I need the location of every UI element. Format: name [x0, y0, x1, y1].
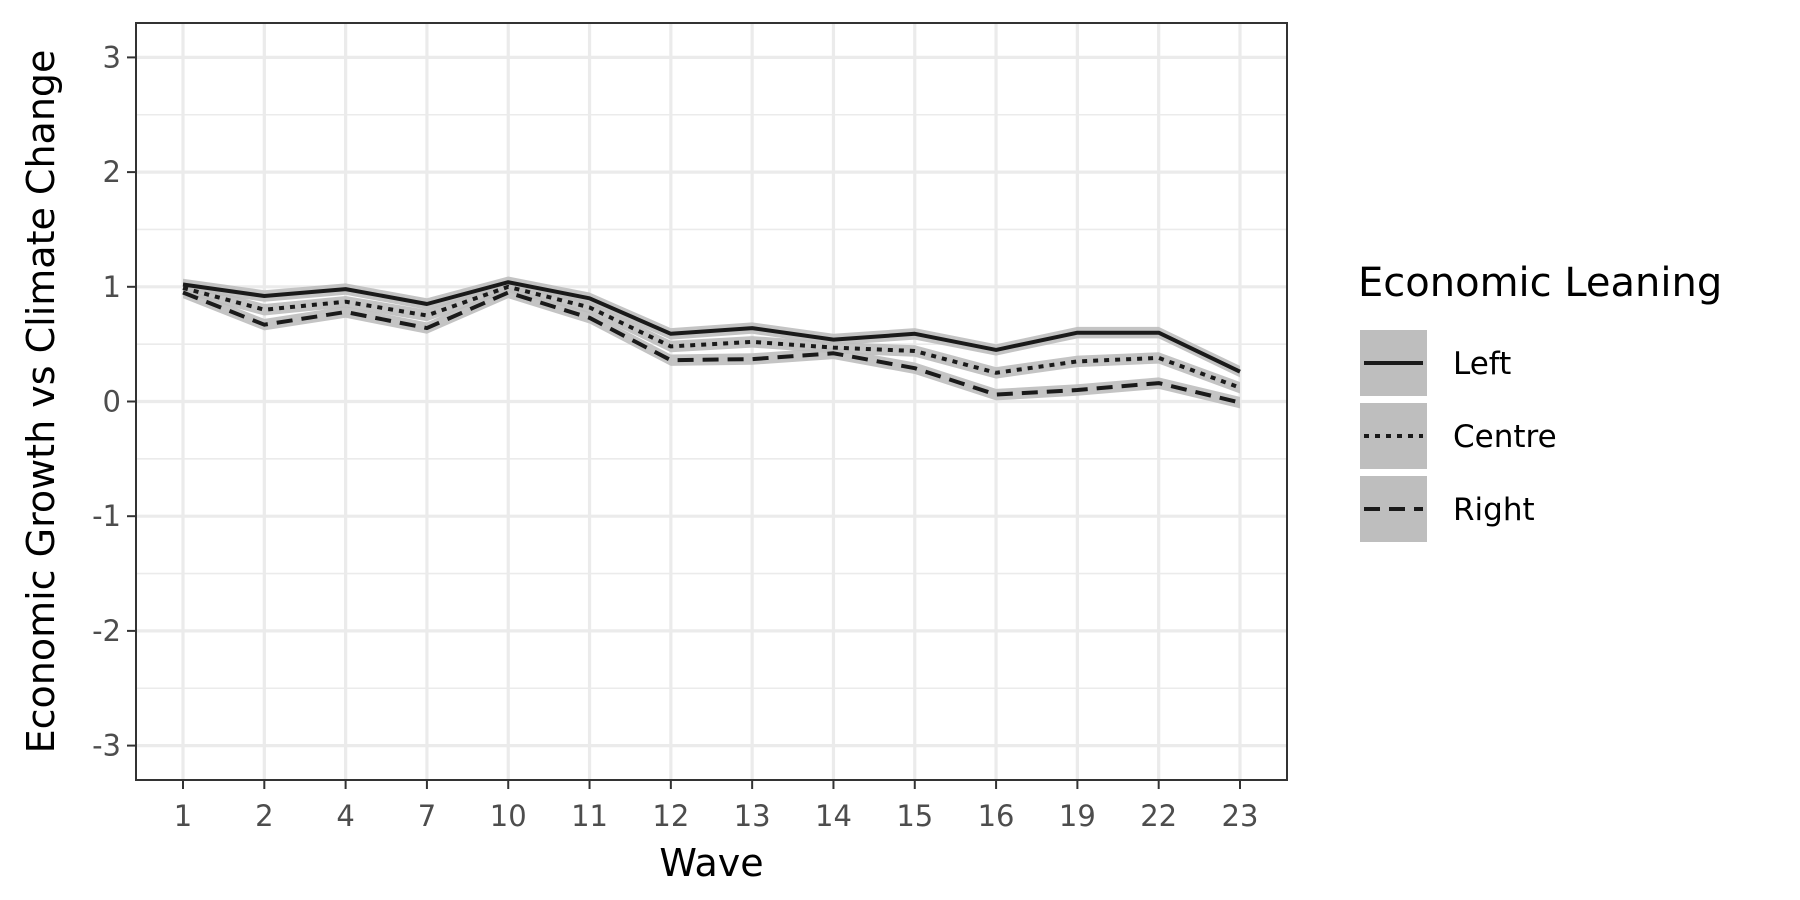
series-line-left: [182, 280, 1241, 374]
y-axis-title: Economic Growth vs Climate Change: [19, 50, 63, 754]
y-tick-label: 3: [103, 40, 121, 74]
y-tick-label: -2: [92, 614, 121, 648]
y-tick-label: 2: [103, 155, 121, 189]
x-tick-label: 2: [255, 799, 273, 833]
y-tick-label: 0: [103, 385, 121, 419]
y-axis-ticks: 3 2 1 0 -1 -2 -3: [92, 40, 136, 763]
x-tick-label: 22: [1140, 799, 1177, 833]
x-tick-label: 15: [896, 799, 933, 833]
x-tick-label: 13: [734, 799, 771, 833]
series-line-centre: [182, 284, 1241, 390]
legend: Economic Leaning Left Centre Right: [1358, 260, 1722, 542]
x-tick-label: 11: [571, 799, 608, 833]
series-lines: [182, 280, 1241, 405]
x-tick-label: 14: [815, 799, 852, 833]
x-tick-label: 23: [1222, 799, 1259, 833]
x-tick-label: 1: [174, 799, 192, 833]
ribbon-left: [183, 276, 1240, 378]
x-tick-label: 4: [336, 799, 354, 833]
legend-label-left: Left: [1453, 346, 1511, 382]
series-line-right: [182, 290, 1241, 405]
x-tick-label: 12: [652, 799, 689, 833]
x-axis-title: Wave: [659, 841, 763, 885]
x-tick-label: 16: [978, 799, 1015, 833]
x-axis-ticks: 1 2 4 7 10 11 12 13 14 15 16 19 22 23: [174, 780, 1259, 833]
legend-label-right: Right: [1453, 492, 1535, 528]
x-tick-label: 10: [490, 799, 527, 833]
y-tick-label: -1: [92, 499, 121, 533]
legend-title: Economic Leaning: [1358, 260, 1722, 306]
y-tick-label: 1: [103, 270, 121, 304]
legend-label-centre: Centre: [1453, 419, 1557, 455]
x-tick-label: 19: [1059, 799, 1096, 833]
x-tick-label: 7: [418, 799, 436, 833]
legend-key-centre: [1360, 403, 1427, 469]
y-tick-label: -3: [92, 729, 121, 763]
